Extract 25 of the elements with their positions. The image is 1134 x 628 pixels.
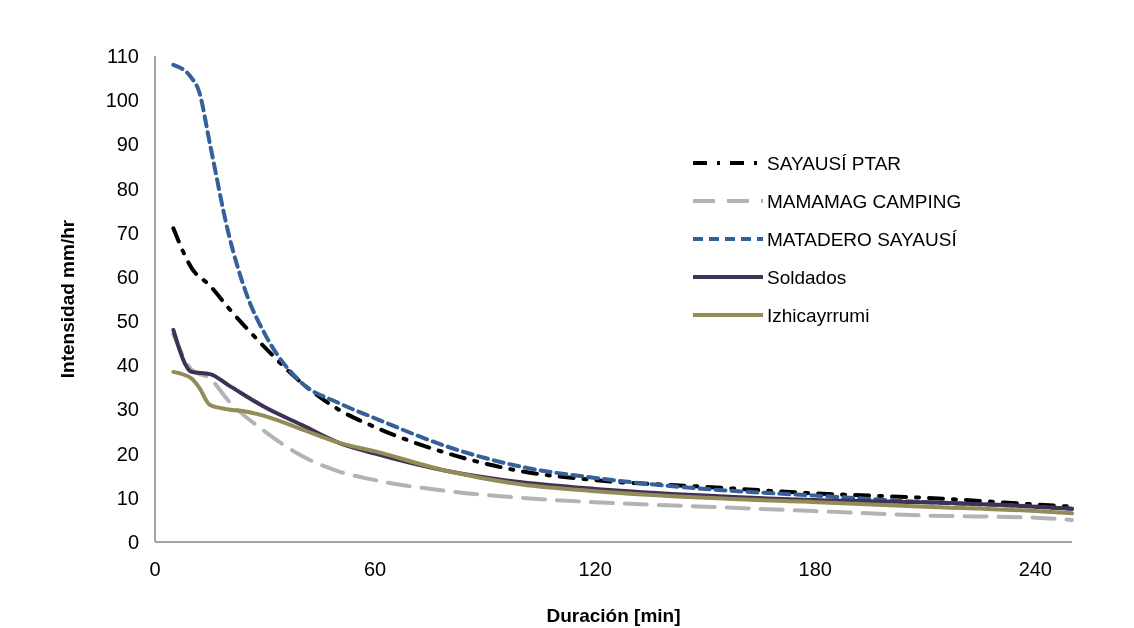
x-tick-label: 60 <box>363 558 387 580</box>
y-tick-label: 110 <box>107 45 139 67</box>
y-axis-title: Intensidad mm/hr <box>57 219 78 379</box>
x-tick-label: 0 <box>149 558 161 580</box>
x-axis-title: Duración [min] <box>546 605 681 626</box>
legend-label: SAYAUSÍ PTAR <box>767 152 902 174</box>
x-tick-label: 240 <box>1018 558 1053 580</box>
legend-label: MATADERO SAYAUSÍ <box>767 228 958 250</box>
x-tick-label: 120 <box>578 558 612 580</box>
y-tick-label: 70 <box>116 221 139 244</box>
y-tick-label: 60 <box>116 265 139 288</box>
x-tick-label: 180 <box>798 558 832 580</box>
y-tick-label: 0 <box>127 531 139 553</box>
line-series <box>171 369 1074 516</box>
y-tick-label: 50 <box>116 310 139 333</box>
y-tick-label: 100 <box>105 89 139 112</box>
legend-label: Izhicayrrumi <box>767 304 870 326</box>
y-tick-label: 20 <box>116 442 139 465</box>
y-tick-label: 40 <box>116 354 139 377</box>
legend-label: Soldados <box>767 266 847 288</box>
y-tick-label: 10 <box>116 486 139 509</box>
y-tick-label: 90 <box>116 133 139 156</box>
y-tick-label: 80 <box>116 177 139 200</box>
legend-label: MAMAMAG CAMPING <box>767 190 962 212</box>
y-tick-label: 30 <box>116 398 139 421</box>
